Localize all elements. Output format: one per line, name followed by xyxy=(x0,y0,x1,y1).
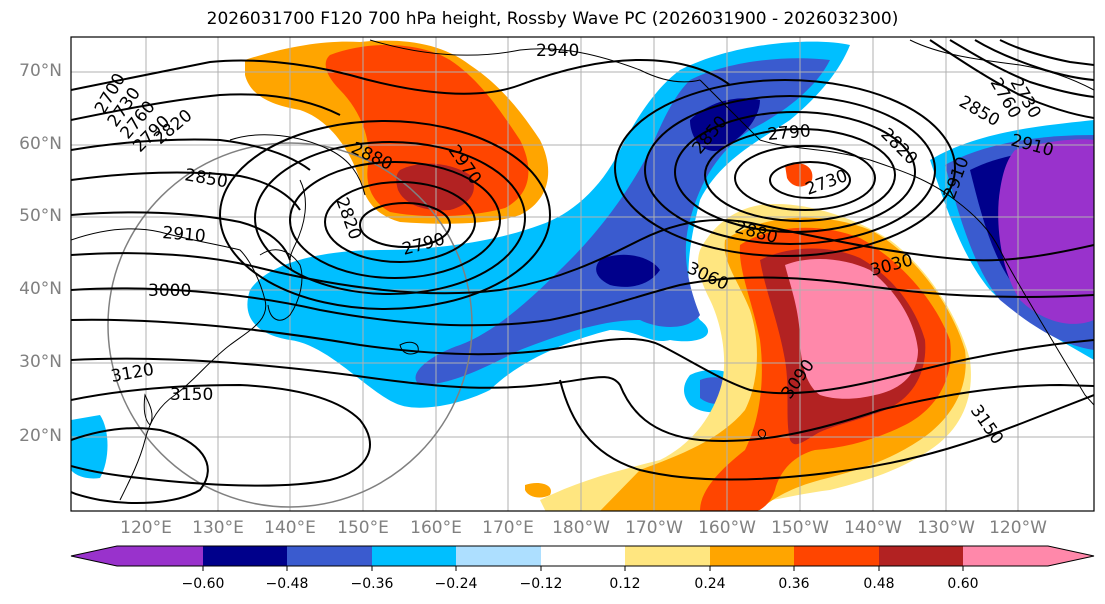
lon-label: 150°W xyxy=(771,518,829,538)
colorbar-swatch xyxy=(372,546,456,566)
colorbar xyxy=(70,545,1095,571)
colorbar-swatch xyxy=(456,546,541,566)
colorbar-swatch xyxy=(203,546,287,566)
colorbar-swatch xyxy=(287,546,372,566)
contour-label: 2910 xyxy=(162,223,207,247)
lon-label: 170°W xyxy=(625,518,683,538)
colorbar-swatch xyxy=(963,546,1048,566)
lon-label: 180°W xyxy=(552,518,610,538)
lon-label: 140°W xyxy=(844,518,902,538)
height-contours xyxy=(71,39,1094,504)
contour-label: 3000 xyxy=(148,281,191,301)
lat-label: 60°N xyxy=(19,134,62,154)
lon-label: 150°E xyxy=(337,518,389,538)
lat-label: 40°N xyxy=(19,279,62,299)
coastlines xyxy=(71,39,1094,501)
colorbar-tick-label: 0.60 xyxy=(947,576,979,592)
colorbar-swatch xyxy=(879,546,963,566)
lon-label: 130°E xyxy=(192,518,244,538)
colorbar-tick-label: 0.48 xyxy=(863,576,895,592)
colorbar-ticks xyxy=(202,566,964,571)
colorbar-outline xyxy=(70,545,1095,567)
lon-label: 120°E xyxy=(120,518,172,538)
colorbar-tick-label: 0.12 xyxy=(609,576,641,592)
rossby-wave-shading xyxy=(71,40,1094,511)
lon-label: 170°E xyxy=(482,518,534,538)
lon-label: 140°E xyxy=(264,518,316,538)
colorbar-tick-label: −0.12 xyxy=(519,576,563,592)
contour-label: 2940 xyxy=(536,41,579,61)
colorbar-extend-high xyxy=(1048,546,1094,566)
lon-label: 120°W xyxy=(989,518,1047,538)
lat-label: 30°N xyxy=(19,352,62,372)
lat-label: 20°N xyxy=(19,426,62,446)
colorbar-swatch xyxy=(794,546,879,566)
colorbar-tick-label: 0.36 xyxy=(778,576,810,592)
map-frame xyxy=(70,36,1095,512)
colorbar-tick-label: −0.48 xyxy=(265,576,309,592)
map-plot: 2700 2730 2760 2790 2820 2850 2880 2910 … xyxy=(70,36,1095,512)
lat-label: 50°N xyxy=(19,206,62,226)
colorbar-swatch xyxy=(710,546,794,566)
colorbar-extend-low xyxy=(71,546,117,566)
colorbar-tick-label: −0.60 xyxy=(181,576,225,592)
colorbar-tick-label: −0.36 xyxy=(350,576,394,592)
lon-label: 130°W xyxy=(917,518,975,538)
colorbar-tick-label: −0.24 xyxy=(434,576,478,592)
colorbar-swatch xyxy=(541,546,625,566)
colorbar-tick-label: 0.24 xyxy=(694,576,726,592)
contour-label: 3150 xyxy=(170,385,213,405)
map-title: 2026031700 F120 700 hPa height, Rossby W… xyxy=(206,9,899,29)
contour-label: 2790 xyxy=(767,121,812,145)
colorbar-swatch xyxy=(625,546,710,566)
lon-label: 160°W xyxy=(698,518,756,538)
lat-label: 70°N xyxy=(19,61,62,81)
colorbar-swatch xyxy=(117,546,203,566)
lon-label: 160°E xyxy=(410,518,462,538)
